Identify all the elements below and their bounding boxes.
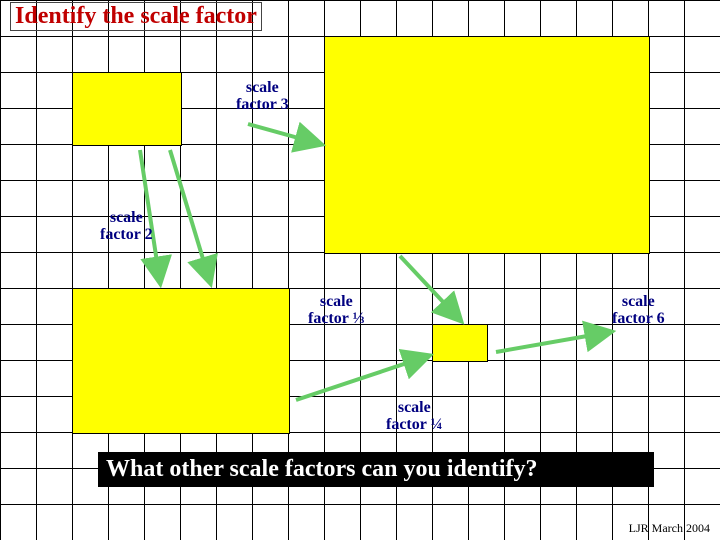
label-sf6-l2: factor 6 [612, 310, 665, 327]
label-sf6: scale factor 6 [612, 294, 665, 328]
credit-text: LJR March 2004 [629, 521, 710, 536]
label-sf3-l2: factor 3 [236, 96, 289, 113]
rect-small-top [72, 72, 182, 146]
label-sf2-l2: factor 2 [100, 226, 153, 243]
label-sf1-3-l1: scale [320, 293, 353, 310]
label-sf2-l1: scale [110, 209, 143, 226]
label-sf1-4-l2: factor ¼ [386, 416, 443, 433]
label-sf2: scale factor 2 [100, 210, 153, 244]
rect-tiny [432, 324, 488, 362]
question-bar: What other scale factors can you identif… [98, 452, 654, 487]
label-sf1-3: scale factor ⅓ [308, 294, 365, 328]
label-sf6-l1: scale [622, 293, 655, 310]
label-sf3-l1: scale [246, 79, 279, 96]
label-sf1-4-l1: scale [398, 399, 431, 416]
label-sf1-4: scale factor ¼ [386, 400, 443, 434]
label-sf3: scale factor 3 [236, 80, 289, 114]
rect-big-right [324, 36, 650, 254]
label-sf1-3-l2: factor ⅓ [308, 310, 365, 327]
rect-mid-bottom [72, 288, 290, 434]
page-title: Identify the scale factor [10, 2, 262, 31]
